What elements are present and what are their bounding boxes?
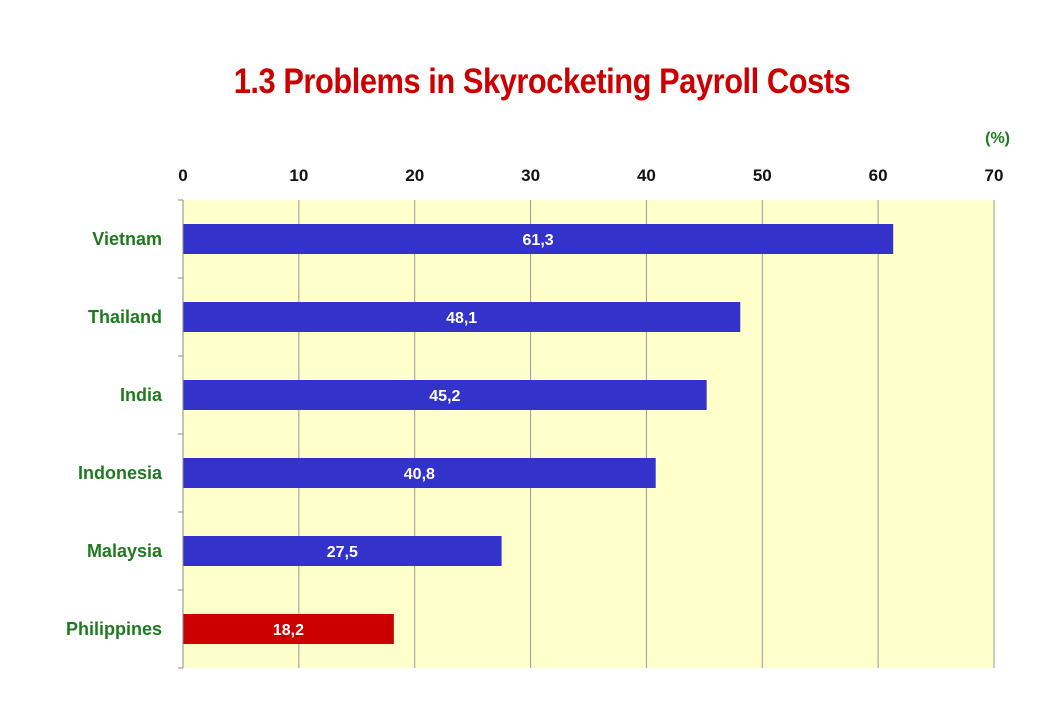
- x-tick-label: 30: [521, 166, 540, 185]
- data-label: 40,8: [404, 466, 435, 483]
- x-tick-label: 20: [405, 166, 424, 185]
- bar-vietnam: [183, 224, 894, 254]
- x-tick-label: 60: [869, 166, 888, 185]
- bar-indonesia: [183, 458, 656, 488]
- x-tick-label: 0: [178, 166, 187, 185]
- chart-title: 1.3 Problems in Skyrocketing Payroll Cos…: [233, 62, 851, 101]
- plot-area: [183, 200, 994, 668]
- plot-background: [183, 200, 994, 668]
- category-label: Thailand: [88, 307, 162, 327]
- category-label: Vietnam: [92, 229, 162, 249]
- x-tick-label: 40: [637, 166, 656, 185]
- category-label: Malaysia: [87, 541, 163, 561]
- bar-philippines: [183, 614, 394, 644]
- gridlines: [298, 200, 995, 668]
- unit-label: (%): [985, 130, 1010, 147]
- axes: 0 10 20 30 40 50 60 70: [178, 166, 1004, 669]
- bar-malaysia: [183, 536, 502, 566]
- data-label: 45,2: [429, 388, 460, 405]
- bar-thailand: [183, 302, 741, 332]
- x-tick-label: 70: [985, 166, 1004, 185]
- category-label: Philippines: [66, 619, 162, 639]
- x-tick-label: 10: [289, 166, 308, 185]
- data-label: 27,5: [327, 544, 358, 561]
- category-label: India: [120, 385, 163, 405]
- bar-india: [183, 380, 707, 410]
- x-tick-label: 50: [753, 166, 772, 185]
- data-label: 18,2: [273, 622, 304, 639]
- labels: (%) Vietnam 61,3 Thailand 48,1 India 45,2 Indon…: [66, 130, 1010, 639]
- bars: [183, 224, 894, 644]
- category-label: Indonesia: [78, 463, 163, 483]
- data-label: 61,3: [523, 232, 554, 249]
- data-label: 48,1: [446, 310, 477, 327]
